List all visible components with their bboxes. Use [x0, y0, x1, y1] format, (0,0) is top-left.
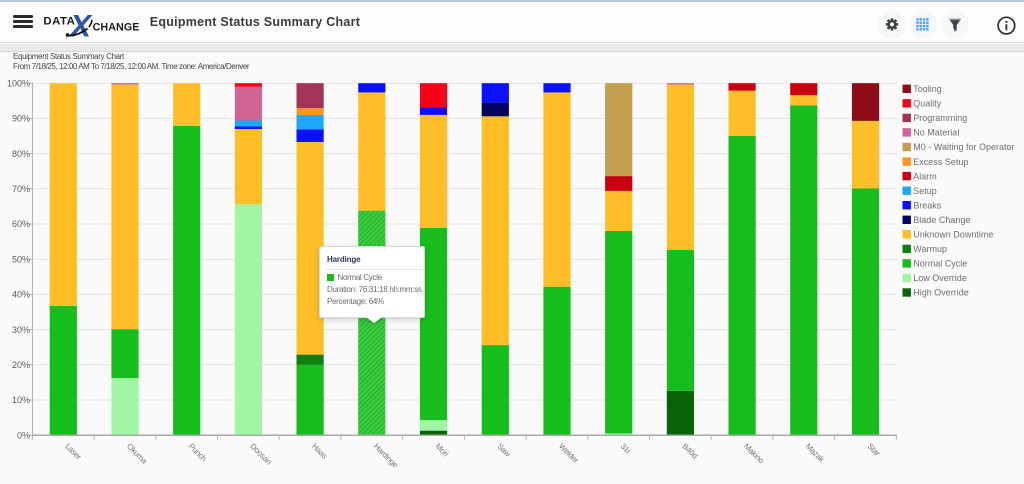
- svg-text:Makino: Makino: [742, 442, 766, 466]
- svg-text:Programming: Programming: [913, 113, 967, 123]
- svg-text:No Material: No Material: [913, 128, 959, 138]
- svg-text:0%: 0%: [17, 430, 30, 440]
- svg-text:Unknown Downtime: Unknown Downtime: [913, 230, 993, 240]
- svg-text:70%: 70%: [12, 184, 30, 194]
- svg-text:Equipment Status Summary Chart: Equipment Status Summary Chart: [13, 52, 125, 61]
- svg-text:Alarm: Alarm: [913, 171, 937, 181]
- svg-text:60%: 60%: [12, 219, 30, 229]
- svg-text:Setup: Setup: [913, 186, 937, 196]
- svg-text:M0 - Waiting for Operator: M0 - Waiting for Operator: [913, 142, 1014, 152]
- svg-text:100%: 100%: [7, 78, 30, 88]
- svg-text:CHANGE: CHANGE: [93, 22, 140, 34]
- svg-text:20%: 20%: [12, 360, 30, 370]
- svg-text:Punch: Punch: [187, 442, 209, 464]
- svg-text:Normal Cycle: Normal Cycle: [913, 259, 967, 269]
- svg-text:Warmup: Warmup: [913, 244, 947, 254]
- svg-text:DATA: DATA: [43, 16, 75, 28]
- svg-text:X: X: [68, 7, 93, 43]
- svg-text:Mori: Mori: [433, 442, 450, 459]
- svg-text:90%: 90%: [12, 114, 30, 124]
- svg-text:80%: 80%: [12, 149, 30, 159]
- svg-text:40%: 40%: [12, 290, 30, 300]
- svg-text:Haas: Haas: [310, 442, 329, 461]
- svg-text:Doosan: Doosan: [248, 442, 273, 467]
- svg-text:Breaks: Breaks: [913, 200, 942, 210]
- svg-text:30%: 30%: [12, 325, 30, 335]
- svg-text:B40d: B40d: [680, 442, 699, 461]
- svg-text:Blade Change: Blade Change: [913, 215, 970, 225]
- svg-text:Okuma: Okuma: [125, 442, 149, 466]
- svg-text:Mazak: Mazak: [804, 442, 827, 465]
- svg-text:From 7/18/25, 12:00 AM To 7/18: From 7/18/25, 12:00 AM To 7/18/25, 12:00…: [13, 62, 250, 71]
- svg-text:50%: 50%: [12, 254, 30, 264]
- svg-text:High Override: High Override: [913, 288, 969, 298]
- svg-text:Low Override: Low Override: [913, 273, 967, 283]
- svg-text:Laser: Laser: [63, 442, 83, 462]
- svg-text:31i: 31i: [619, 442, 633, 456]
- svg-text:Quality: Quality: [913, 99, 942, 109]
- svg-text:Welder: Welder: [557, 442, 581, 466]
- svg-text:Star: Star: [865, 442, 881, 458]
- svg-text:Tooling: Tooling: [913, 84, 942, 94]
- svg-text:Hardinge: Hardinge: [372, 442, 400, 470]
- svg-text:10%: 10%: [12, 395, 30, 405]
- svg-text:Excess Setup: Excess Setup: [913, 157, 968, 167]
- svg-text:Saw: Saw: [495, 442, 512, 459]
